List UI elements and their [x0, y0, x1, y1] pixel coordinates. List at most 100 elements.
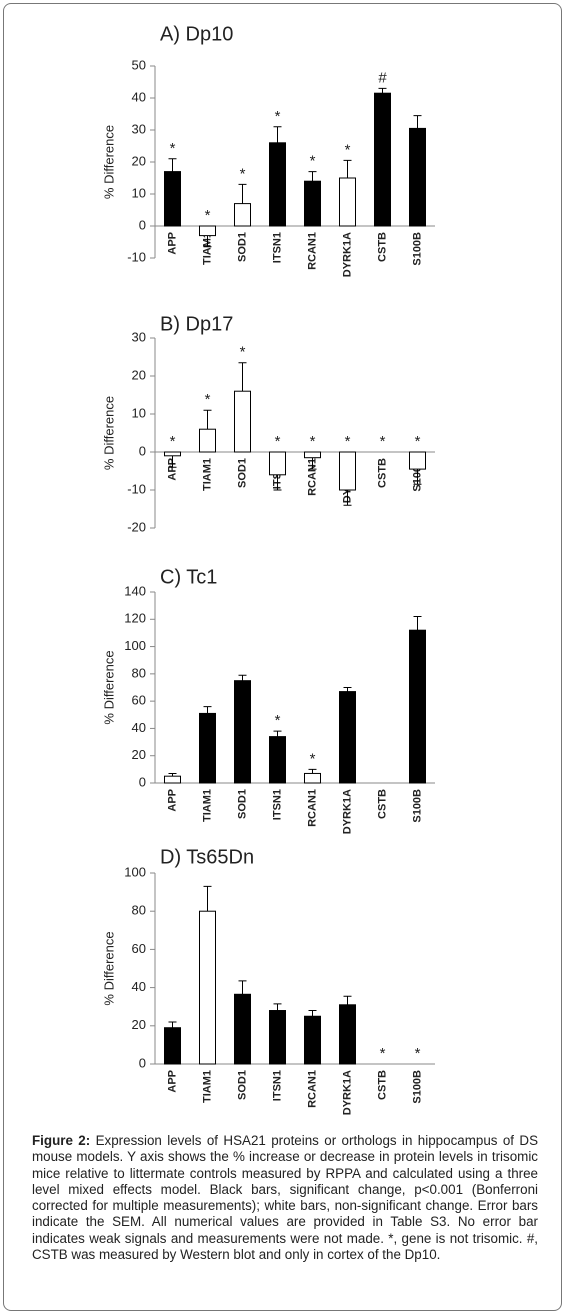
- y-tick-label: 0: [139, 443, 146, 458]
- y-tick-label: 60: [132, 941, 146, 956]
- error-bar: [378, 87, 387, 94]
- x-tick-label: S100B: [411, 789, 423, 823]
- panel-title: D) Ts65Dn: [160, 846, 254, 868]
- caption: Figure 2: Expression levels of HSA21 pro…: [32, 1133, 538, 1263]
- annotation: *: [310, 433, 316, 450]
- annotation: *: [170, 433, 176, 450]
- x-tick-label: RCAN1: [306, 232, 318, 270]
- error-bar: [238, 183, 247, 204]
- error-bar: [168, 158, 177, 172]
- y-tick-label: -10: [127, 249, 146, 264]
- x-tick-label: TIAM1: [201, 458, 213, 491]
- bar: [199, 225, 216, 237]
- panel-title: C) Tc1: [160, 566, 217, 588]
- x-tick-label: S100B: [411, 232, 423, 266]
- bar: [164, 775, 181, 784]
- annotation: #: [378, 69, 387, 86]
- error-bar: [203, 885, 212, 912]
- y-axis-label: % Difference: [101, 931, 116, 1005]
- y-tick-label: 100: [124, 638, 146, 653]
- bar: [234, 993, 251, 1065]
- y-tick-label: 20: [132, 1017, 146, 1032]
- bar: [339, 451, 356, 491]
- y-axis-label: % Difference: [101, 650, 116, 724]
- y-tick-label: 20: [132, 153, 146, 168]
- bar: [164, 171, 181, 227]
- bar: [304, 1015, 321, 1065]
- x-tick-label: DYRK1A: [341, 1070, 353, 1115]
- bar: [409, 127, 426, 227]
- x-tick-label: RCAN1: [306, 458, 318, 496]
- annotation: *: [240, 344, 246, 361]
- bar: [199, 712, 216, 784]
- bar: [409, 629, 426, 784]
- error-bar: [413, 469, 422, 485]
- y-tick-label: 20: [132, 367, 146, 382]
- bar: [374, 92, 391, 227]
- caption-label: Figure 2:: [32, 1133, 91, 1148]
- bar: [339, 691, 356, 784]
- y-tick-label: -20: [127, 519, 146, 534]
- error-bar: [413, 115, 422, 129]
- y-tick-label: 50: [132, 57, 146, 72]
- x-tick-label: SOD1: [236, 232, 248, 262]
- error-bar: [238, 980, 247, 995]
- annotation: *: [345, 433, 351, 450]
- error-bar: [203, 409, 212, 430]
- bar: [234, 203, 251, 227]
- x-tick-label: TIAM1: [201, 1070, 213, 1103]
- figure-frame: [3, 3, 562, 1311]
- y-tick-label: 20: [132, 747, 146, 762]
- x-tick-label: SOD1: [236, 1070, 248, 1100]
- x-tick-label: CSTB: [376, 1070, 388, 1100]
- y-tick-label: 30: [132, 329, 146, 344]
- x-tick-label: DYRK1A: [341, 232, 353, 277]
- bar: [234, 680, 251, 784]
- panel-title: B) Dp17: [160, 313, 233, 335]
- y-tick-label: 10: [132, 185, 146, 200]
- annotation: *: [275, 433, 281, 450]
- y-axis-label: % Difference: [101, 396, 116, 470]
- caption-text: Expression levels of HSA21 proteins or o…: [32, 1133, 538, 1263]
- y-tick-label: 80: [132, 903, 146, 918]
- x-tick-label: APP: [166, 458, 178, 481]
- error-bar: [203, 706, 212, 714]
- x-tick-label: SOD1: [236, 458, 248, 488]
- annotation: *: [205, 391, 211, 408]
- error-bar: [238, 674, 247, 681]
- y-tick-label: 140: [124, 583, 146, 598]
- bar: [269, 451, 286, 476]
- x-tick-label: RCAN1: [306, 1070, 318, 1108]
- error-bar: [308, 457, 317, 470]
- bar: [304, 451, 321, 459]
- annotation: *: [310, 153, 316, 170]
- error-bar: [308, 768, 317, 774]
- error-bar: [273, 1003, 282, 1011]
- annotation: *: [240, 165, 246, 182]
- annotation: *: [275, 712, 281, 729]
- x-tick-label: ITSN1: [271, 232, 283, 263]
- y-tick-label: 80: [132, 665, 146, 680]
- bar: [269, 736, 286, 784]
- error-bar: [238, 362, 247, 392]
- x-tick-label: TIAM1: [201, 789, 213, 822]
- error-bar: [168, 455, 177, 468]
- x-tick-label: CSTB: [376, 232, 388, 262]
- y-tick-label: 0: [139, 217, 146, 232]
- bar: [234, 390, 251, 453]
- y-tick-label: 120: [124, 611, 146, 626]
- x-tick-label: ITSN1: [271, 789, 283, 820]
- x-tick-label: APP: [166, 232, 178, 255]
- error-bar: [273, 474, 282, 491]
- annotation: *: [415, 433, 421, 450]
- annotation: *: [415, 1045, 421, 1062]
- error-bar: [203, 235, 212, 248]
- error-bar: [343, 490, 352, 506]
- annotation: *: [205, 207, 211, 224]
- x-tick-label: SOD1: [236, 789, 248, 819]
- bar: [304, 772, 321, 784]
- y-tick-label: -10: [127, 481, 146, 496]
- x-tick-label: ITSN1: [271, 1070, 283, 1101]
- y-tick-label: 40: [132, 979, 146, 994]
- bar: [164, 1027, 181, 1065]
